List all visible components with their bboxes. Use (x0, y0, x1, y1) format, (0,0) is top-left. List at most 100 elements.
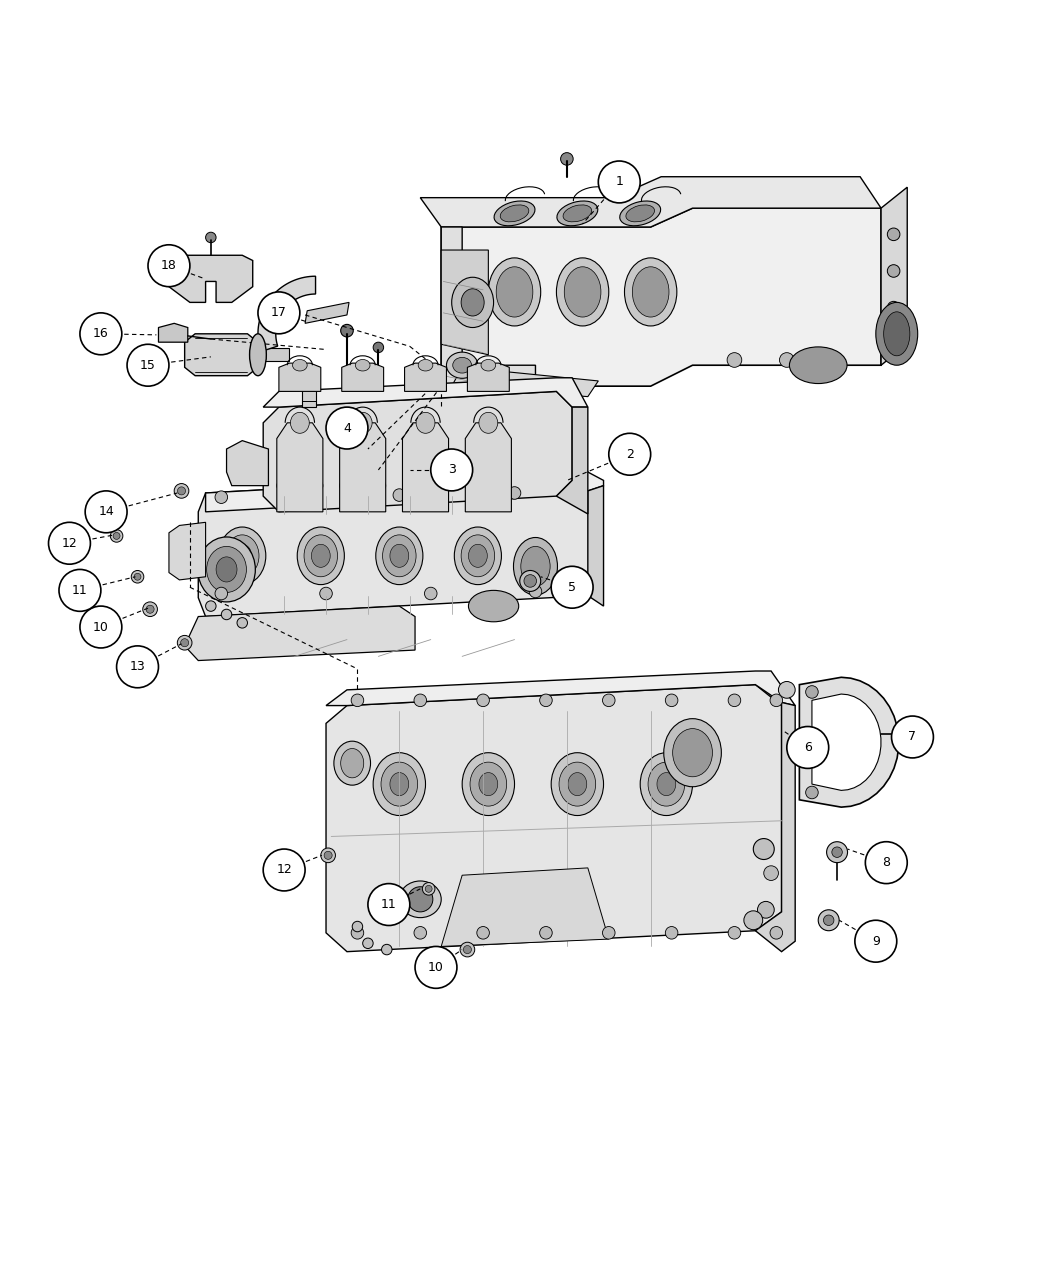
Ellipse shape (197, 537, 255, 602)
Circle shape (59, 570, 101, 611)
Circle shape (113, 533, 120, 539)
Circle shape (540, 927, 552, 940)
Text: 10: 10 (93, 621, 109, 634)
Circle shape (414, 694, 426, 706)
Text: 6: 6 (804, 741, 812, 754)
Text: 12: 12 (62, 537, 78, 550)
Circle shape (373, 342, 383, 353)
Polygon shape (279, 363, 321, 391)
Circle shape (373, 479, 385, 492)
Circle shape (174, 483, 189, 499)
Circle shape (48, 523, 90, 565)
Circle shape (477, 927, 489, 940)
Circle shape (339, 479, 352, 492)
Circle shape (131, 570, 144, 583)
Circle shape (424, 588, 437, 599)
Ellipse shape (564, 266, 601, 317)
Ellipse shape (556, 201, 597, 226)
Ellipse shape (291, 412, 310, 434)
Circle shape (757, 901, 774, 918)
Circle shape (80, 606, 122, 648)
Ellipse shape (470, 762, 507, 806)
Circle shape (402, 479, 415, 492)
Polygon shape (339, 423, 385, 511)
Circle shape (206, 601, 216, 611)
Ellipse shape (390, 544, 408, 567)
Circle shape (215, 588, 228, 599)
Circle shape (324, 852, 332, 859)
Circle shape (465, 479, 478, 492)
Polygon shape (327, 685, 781, 951)
Circle shape (778, 681, 795, 699)
Text: 11: 11 (381, 898, 397, 912)
Ellipse shape (312, 544, 330, 567)
Ellipse shape (381, 762, 418, 806)
Ellipse shape (461, 288, 484, 316)
Circle shape (818, 910, 839, 931)
Polygon shape (258, 277, 316, 352)
Text: 5: 5 (568, 580, 576, 594)
Polygon shape (420, 177, 881, 227)
Circle shape (821, 353, 836, 367)
Polygon shape (588, 486, 604, 606)
Circle shape (598, 161, 640, 203)
Ellipse shape (626, 205, 654, 222)
Circle shape (887, 338, 900, 351)
Circle shape (320, 588, 332, 599)
Polygon shape (185, 606, 415, 660)
Circle shape (148, 245, 190, 287)
Circle shape (430, 449, 473, 491)
Ellipse shape (297, 527, 344, 585)
Circle shape (855, 921, 897, 963)
Circle shape (117, 646, 159, 687)
Circle shape (436, 479, 448, 492)
Circle shape (887, 265, 900, 277)
Polygon shape (799, 677, 899, 807)
Ellipse shape (657, 773, 676, 796)
Circle shape (264, 849, 306, 891)
Polygon shape (899, 720, 922, 747)
Polygon shape (556, 407, 588, 514)
Polygon shape (258, 348, 290, 361)
Circle shape (352, 922, 362, 932)
Ellipse shape (551, 752, 604, 816)
Ellipse shape (556, 258, 609, 326)
Ellipse shape (416, 412, 435, 434)
Polygon shape (198, 472, 593, 617)
Circle shape (524, 575, 537, 588)
Ellipse shape (521, 547, 550, 586)
Polygon shape (812, 694, 881, 790)
Circle shape (805, 686, 818, 699)
Circle shape (603, 927, 615, 940)
Text: 15: 15 (140, 358, 156, 372)
Polygon shape (306, 302, 349, 324)
Ellipse shape (399, 881, 441, 918)
Ellipse shape (250, 334, 267, 376)
Ellipse shape (334, 741, 371, 785)
Circle shape (110, 529, 123, 542)
Circle shape (351, 694, 363, 706)
Ellipse shape (664, 719, 721, 787)
Ellipse shape (640, 752, 693, 816)
Ellipse shape (620, 201, 660, 226)
Ellipse shape (625, 258, 677, 326)
Ellipse shape (495, 201, 536, 226)
Text: 3: 3 (447, 463, 456, 477)
Ellipse shape (453, 357, 471, 374)
Circle shape (763, 866, 778, 881)
Circle shape (786, 727, 828, 769)
Ellipse shape (497, 266, 532, 317)
Ellipse shape (648, 762, 685, 806)
Polygon shape (277, 423, 323, 511)
Circle shape (215, 491, 228, 504)
Polygon shape (404, 363, 446, 391)
Ellipse shape (376, 527, 423, 585)
Circle shape (805, 787, 818, 798)
Ellipse shape (207, 547, 247, 593)
Circle shape (85, 491, 127, 533)
Circle shape (529, 585, 542, 598)
Circle shape (393, 488, 405, 501)
Circle shape (362, 938, 373, 949)
Ellipse shape (568, 773, 587, 796)
Text: 17: 17 (271, 306, 287, 319)
